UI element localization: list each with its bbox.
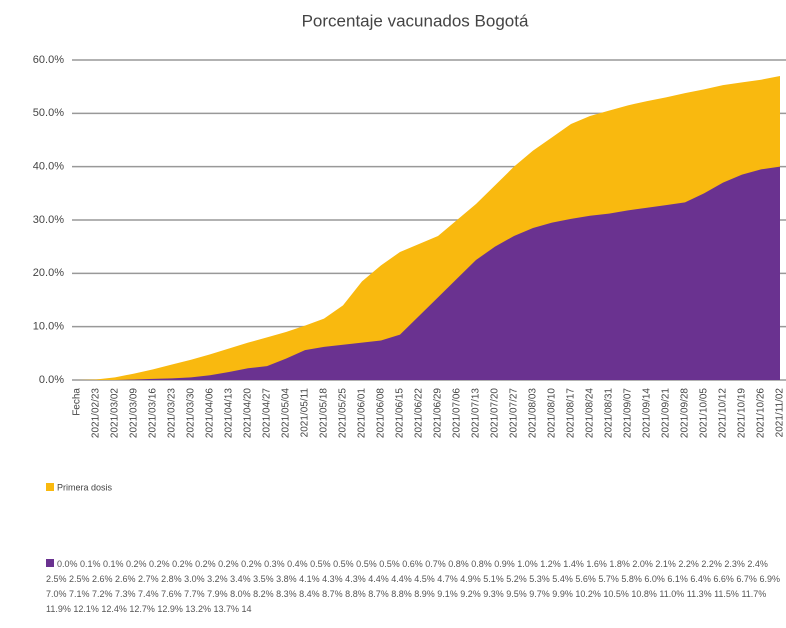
y-tick-label: 40.0% xyxy=(33,161,64,173)
x-tick-label: 2021/05/18 xyxy=(319,388,330,438)
legend-label: 0.0% 0.1% 0.1% 0.2% 0.2% 0.2% 0.2% 0.2% … xyxy=(46,559,780,614)
legend-swatch xyxy=(46,483,54,491)
legend-label: Primera dosis xyxy=(57,482,113,492)
legend-entry: 0.0% 0.1% 0.1% 0.2% 0.2% 0.2% 0.2% 0.2% … xyxy=(46,557,781,617)
x-tick-label: 2021/11/02 xyxy=(775,388,786,438)
x-tick-label: 2021/06/08 xyxy=(376,388,387,438)
x-tick-label: 2021/08/31 xyxy=(604,388,615,438)
x-tick-label: 2021/07/20 xyxy=(490,388,501,438)
x-tick-label: 2021/04/20 xyxy=(243,388,254,438)
y-tick-label: 10.0% xyxy=(33,321,64,333)
x-tick-label: 2021/06/29 xyxy=(433,388,444,438)
x-tick-label: 2021/08/17 xyxy=(566,388,577,438)
area xyxy=(77,166,780,380)
x-tick-label: 2021/04/06 xyxy=(205,388,216,438)
x-tick-label: 2021/09/14 xyxy=(642,388,653,438)
x-tick-label: 2021/04/13 xyxy=(224,388,235,438)
x-tick-label: 2021/09/07 xyxy=(623,388,634,438)
legend-swatch xyxy=(46,559,54,567)
x-tick-label: 2021/03/09 xyxy=(129,388,140,438)
x-tick-label: 2021/09/21 xyxy=(661,388,672,438)
x-tick-label: 2021/09/28 xyxy=(680,388,691,438)
x-tick-label: 2021/03/23 xyxy=(167,388,178,438)
x-tick-label: 2021/10/26 xyxy=(756,388,767,438)
y-tick-label: 60.0% xyxy=(33,54,64,66)
x-tick-label: 2021/06/01 xyxy=(357,388,368,438)
x-tick-label: Fecha xyxy=(72,388,83,416)
x-tick-label: 2021/03/16 xyxy=(148,388,159,438)
x-tick-label: 2021/10/19 xyxy=(737,388,748,438)
x-tick-label: 2021/10/12 xyxy=(718,388,729,438)
chart-title: Porcentaje vacunados Bogotá xyxy=(302,11,529,30)
x-tick-label: 2021/10/05 xyxy=(699,388,710,438)
y-tick-label: 0.0% xyxy=(39,374,64,386)
x-tick-label: 2021/05/04 xyxy=(281,388,292,438)
x-tick-label: 2021/07/06 xyxy=(452,388,463,438)
x-tick-label: 2021/08/24 xyxy=(585,388,596,438)
x-tick-label: 2021/03/30 xyxy=(186,388,197,438)
x-tick-label: 2021/05/25 xyxy=(338,388,349,438)
x-tick-label: 2021/05/11 xyxy=(300,388,311,438)
y-tick-label: 30.0% xyxy=(33,214,64,226)
x-tick-label: 2021/02/23 xyxy=(91,388,102,438)
x-tick-label: 2021/03/02 xyxy=(110,388,121,438)
x-tick-label: 2021/08/03 xyxy=(528,388,539,438)
x-tick-label: 2021/06/15 xyxy=(395,388,406,438)
y-tick-label: 50.0% xyxy=(33,107,64,119)
x-tick-label: 2021/06/22 xyxy=(414,388,425,438)
x-tick-label: 2021/07/13 xyxy=(471,388,482,438)
x-tick-label: 2021/08/10 xyxy=(547,388,558,438)
y-tick-label: 20.0% xyxy=(33,267,64,279)
x-tick-label: 2021/04/27 xyxy=(262,388,273,438)
x-tick-label: 2021/07/27 xyxy=(509,388,520,438)
